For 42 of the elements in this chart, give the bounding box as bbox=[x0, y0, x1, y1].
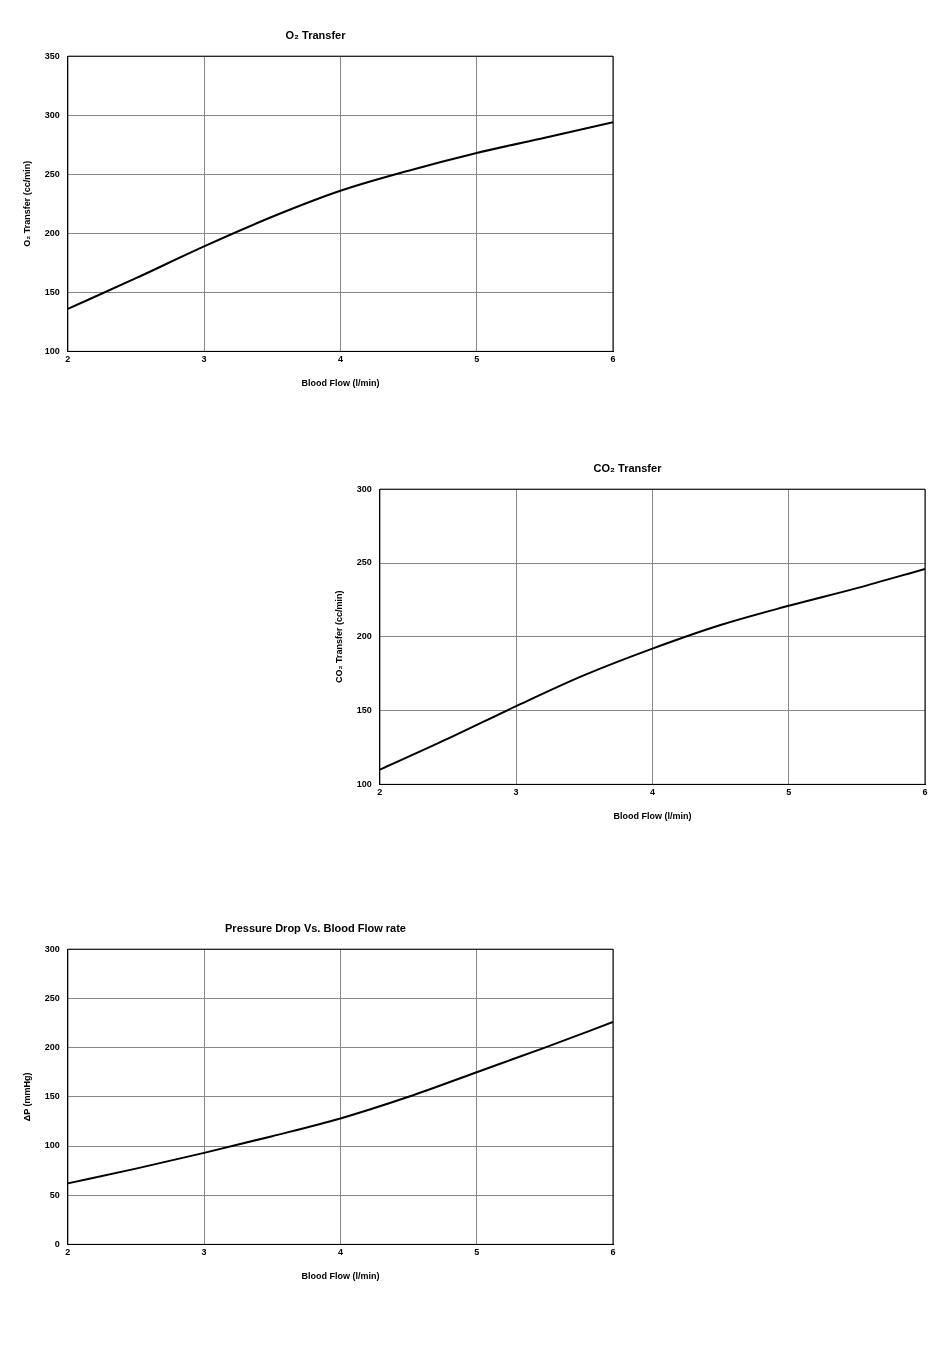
y-tick-label: 150 bbox=[44, 286, 60, 297]
y-tick-label: 100 bbox=[44, 1140, 60, 1151]
y-tick-label: 150 bbox=[44, 1091, 60, 1102]
y-tick-label: 250 bbox=[356, 557, 372, 568]
x-tick-label: 6 bbox=[610, 1247, 616, 1258]
x-tick-label: 5 bbox=[474, 1247, 480, 1258]
x-axis-title: Blood Flow (l/min) bbox=[613, 811, 692, 822]
y-tick-label: 200 bbox=[44, 1042, 60, 1053]
x-tick-label: 2 bbox=[65, 354, 71, 365]
x-tick-label: 2 bbox=[377, 787, 383, 798]
y-tick-label: 200 bbox=[44, 227, 60, 238]
x-axis-title: Blood Flow (l/min) bbox=[301, 378, 380, 389]
x-tick-label: 5 bbox=[474, 354, 480, 365]
x-tick-label: 4 bbox=[337, 354, 343, 365]
x-tick-label: 5 bbox=[786, 787, 792, 798]
chart-title: Pressure Drop Vs. Blood Flow rate bbox=[225, 921, 406, 934]
y-tick-label: 300 bbox=[44, 943, 60, 954]
chart-title: O₂ Transfer bbox=[285, 28, 347, 41]
y-axis-title: CO₂ Transfer (cc/min) bbox=[333, 590, 344, 684]
y-tick-label: 150 bbox=[356, 705, 372, 716]
y-axis-title: ΔP (mmHg) bbox=[21, 1072, 32, 1122]
y-tick-label: 250 bbox=[44, 992, 60, 1003]
y-tick-label: 350 bbox=[44, 50, 60, 61]
y-tick-label: 0 bbox=[54, 1238, 60, 1249]
x-tick-label: 2 bbox=[65, 1247, 71, 1258]
y-tick-label: 250 bbox=[44, 168, 60, 179]
y-tick-label: 200 bbox=[356, 631, 372, 642]
y-tick-label: 50 bbox=[49, 1189, 60, 1200]
x-tick-label: 6 bbox=[922, 787, 928, 798]
y-tick-label: 100 bbox=[356, 778, 372, 789]
x-tick-label: 3 bbox=[201, 1247, 207, 1258]
chart-title: CO₂ Transfer bbox=[593, 461, 663, 474]
x-tick-label: 3 bbox=[513, 787, 519, 798]
y-tick-label: 100 bbox=[44, 345, 60, 356]
x-tick-label: 3 bbox=[201, 354, 207, 365]
y-tick-label: 300 bbox=[356, 483, 372, 494]
x-tick-label: 4 bbox=[649, 787, 655, 798]
y-axis-title: O₂ Transfer (cc/min) bbox=[21, 160, 32, 247]
x-tick-label: 4 bbox=[337, 1247, 343, 1258]
x-axis-title: Blood Flow (l/min) bbox=[301, 1271, 380, 1282]
x-tick-label: 6 bbox=[610, 354, 616, 365]
y-tick-label: 300 bbox=[44, 109, 60, 120]
